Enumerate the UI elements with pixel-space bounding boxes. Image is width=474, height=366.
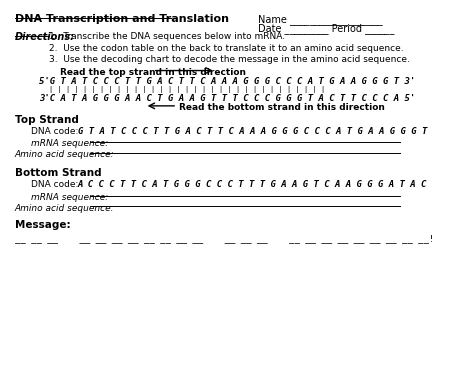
Text: Name ___________________: Name ___________________ bbox=[258, 14, 383, 25]
Text: Amino acid sequence:: Amino acid sequence: bbox=[15, 203, 115, 213]
Text: DNA code:: DNA code: bbox=[31, 127, 79, 136]
Text: Read the top strand in this direction: Read the top strand in this direction bbox=[60, 68, 246, 76]
Text: Read the bottom strand in this direction: Read the bottom strand in this direction bbox=[179, 103, 385, 112]
Text: 3'C A T A G G G A A C T G A A G T T T C C C G G G T A C T T C C C A 5': 3'C A T A G G G A A C T G A A G T T T C … bbox=[39, 94, 416, 102]
Text: Top Strand: Top Strand bbox=[15, 115, 79, 124]
Text: 1.  Transcribe the DNA sequences below into mRNA.: 1. Transcribe the DNA sequences below in… bbox=[49, 32, 285, 41]
Text: 5'G T A T C C C T T G A C T T C A A A G G G C C C A T G A A G G G T 3': 5'G T A T C C C T T G A C T T C A A A G … bbox=[39, 77, 416, 86]
Text: Date _________ Period ______: Date _________ Period ______ bbox=[258, 23, 395, 34]
Text: G T A T C C C T T G A C T T C A A A G G G C C C A T G A A G G G T: G T A T C C C T T G A C T T C A A A G G … bbox=[78, 127, 427, 136]
Text: mRNA sequence:: mRNA sequence: bbox=[31, 139, 109, 148]
Text: 3.  Use the decoding chart to decode the message in the amino acid sequence.: 3. Use the decoding chart to decode the … bbox=[49, 55, 410, 64]
Text: | | | | | | | | | | | | | | | | | | | | | | | | | | | | | | | | |: | | | | | | | | | | | | | | | | | | | | … bbox=[49, 86, 326, 93]
Text: Bottom Strand: Bottom Strand bbox=[15, 168, 101, 178]
Text: DNA code:: DNA code: bbox=[31, 180, 79, 189]
Text: Amino acid sequence:: Amino acid sequence: bbox=[15, 150, 115, 159]
Text: 2.  Use the codon table on the back to translate it to an amino acid sequence.: 2. Use the codon table on the back to tr… bbox=[49, 44, 404, 53]
Text: Message:: Message: bbox=[15, 220, 71, 230]
Text: A C C C T T C A T G G G C C C T T T G A A G T C A A G G G A T A C: A C C C T T C A T G G G C C C T T T G A … bbox=[78, 180, 427, 189]
Text: mRNA sequence:: mRNA sequence: bbox=[31, 193, 109, 202]
Text: DNA Transcription and Translation: DNA Transcription and Translation bbox=[15, 14, 229, 24]
Text: Directions:: Directions: bbox=[15, 32, 75, 42]
Text: __ __ __    __ __ __ __ __ __ __ __    __ __ __    __ __ __ __ __ __ __ __ __!: __ __ __ __ __ __ __ __ __ __ __ __ __ _… bbox=[15, 234, 434, 243]
